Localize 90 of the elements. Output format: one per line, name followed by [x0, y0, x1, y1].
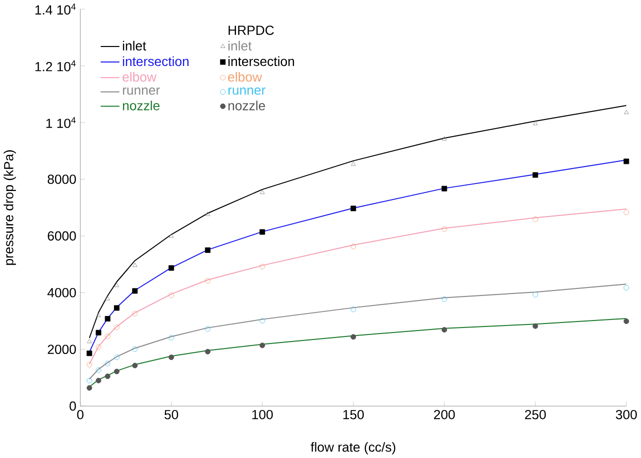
point [96, 378, 102, 384]
point [624, 285, 630, 291]
point [104, 360, 110, 366]
point [260, 229, 266, 235]
point [260, 318, 266, 324]
point [86, 362, 92, 368]
point [624, 210, 630, 216]
y-tick-label: 1.2 10$^{4}$ [35, 60, 76, 72]
legend-label: elbow [228, 72, 262, 82]
y-tick-label: 1.4 10$^{4}$ [35, 4, 76, 15]
point [168, 265, 174, 271]
legend-label: runner [122, 88, 160, 95]
point [96, 312, 101, 318]
legend-label: intersection [228, 56, 294, 66]
legend-label: intersection [122, 56, 189, 66]
point [132, 362, 138, 368]
point [442, 136, 447, 140]
x-tick-label: 50 [164, 410, 178, 420]
point [350, 306, 356, 312]
point [350, 206, 356, 212]
point [442, 186, 448, 192]
point [204, 348, 210, 354]
point [204, 278, 210, 284]
y-tick-label: 8000 [48, 174, 76, 184]
line-series [88, 284, 626, 380]
x-tick-label: 0 [77, 410, 84, 420]
point [105, 296, 110, 300]
point [532, 323, 538, 329]
legend-label: runner [228, 88, 266, 95]
x-tick-label: 250 [525, 410, 546, 420]
point [204, 326, 210, 332]
y-tick-label: 4000 [47, 288, 76, 298]
point [86, 378, 92, 384]
point [624, 158, 630, 164]
point [86, 385, 92, 391]
point [532, 216, 538, 222]
point [350, 334, 356, 340]
point [104, 374, 110, 380]
y-tick-label: 0 [70, 401, 76, 411]
point [96, 367, 102, 373]
point [87, 338, 92, 344]
point [104, 334, 110, 340]
x-tick-label: 100 [252, 410, 273, 420]
point [532, 120, 538, 126]
x-tick-label: 150 [343, 410, 364, 420]
point [168, 233, 174, 238]
point [532, 172, 538, 178]
point [205, 212, 210, 216]
point [132, 310, 138, 316]
point [168, 292, 174, 298]
point [114, 282, 120, 288]
point [114, 354, 120, 360]
point [114, 305, 120, 311]
legend-label: inlet [228, 40, 252, 50]
point [204, 247, 210, 253]
point [260, 264, 266, 270]
legend-label: elbow [122, 72, 156, 82]
point [114, 324, 120, 330]
point [96, 330, 102, 336]
point [168, 354, 174, 360]
line-series [88, 208, 626, 365]
point [442, 226, 448, 232]
point [104, 316, 110, 322]
point [350, 161, 356, 166]
point [260, 190, 265, 194]
legend-title: HRPDC [228, 26, 274, 35]
point [624, 318, 630, 324]
point [442, 296, 448, 302]
point [132, 346, 138, 352]
point [114, 368, 120, 374]
point [96, 344, 102, 350]
point [86, 350, 92, 356]
y-tick-label: 2000 [48, 344, 76, 354]
point [132, 262, 138, 267]
x-tick-label: 300 [616, 410, 637, 420]
y-tick-label: 6000 [48, 231, 76, 241]
point [624, 110, 629, 114]
point [442, 327, 448, 333]
point [532, 292, 538, 298]
legend-label: nozzle [228, 100, 266, 110]
y-tick-label: 1 10$^{4}$ [46, 117, 76, 128]
legend-label: nozzle [122, 100, 160, 110]
point [260, 342, 266, 348]
x-tick-label: 200 [434, 410, 455, 420]
point [132, 288, 138, 294]
point [168, 334, 174, 340]
point [350, 244, 356, 250]
y-axis-title: pressure drop (kPa) [4, 150, 16, 265]
legend-label: inlet [122, 40, 146, 50]
x-axis-title: flow rate (cc/s) [310, 442, 396, 454]
